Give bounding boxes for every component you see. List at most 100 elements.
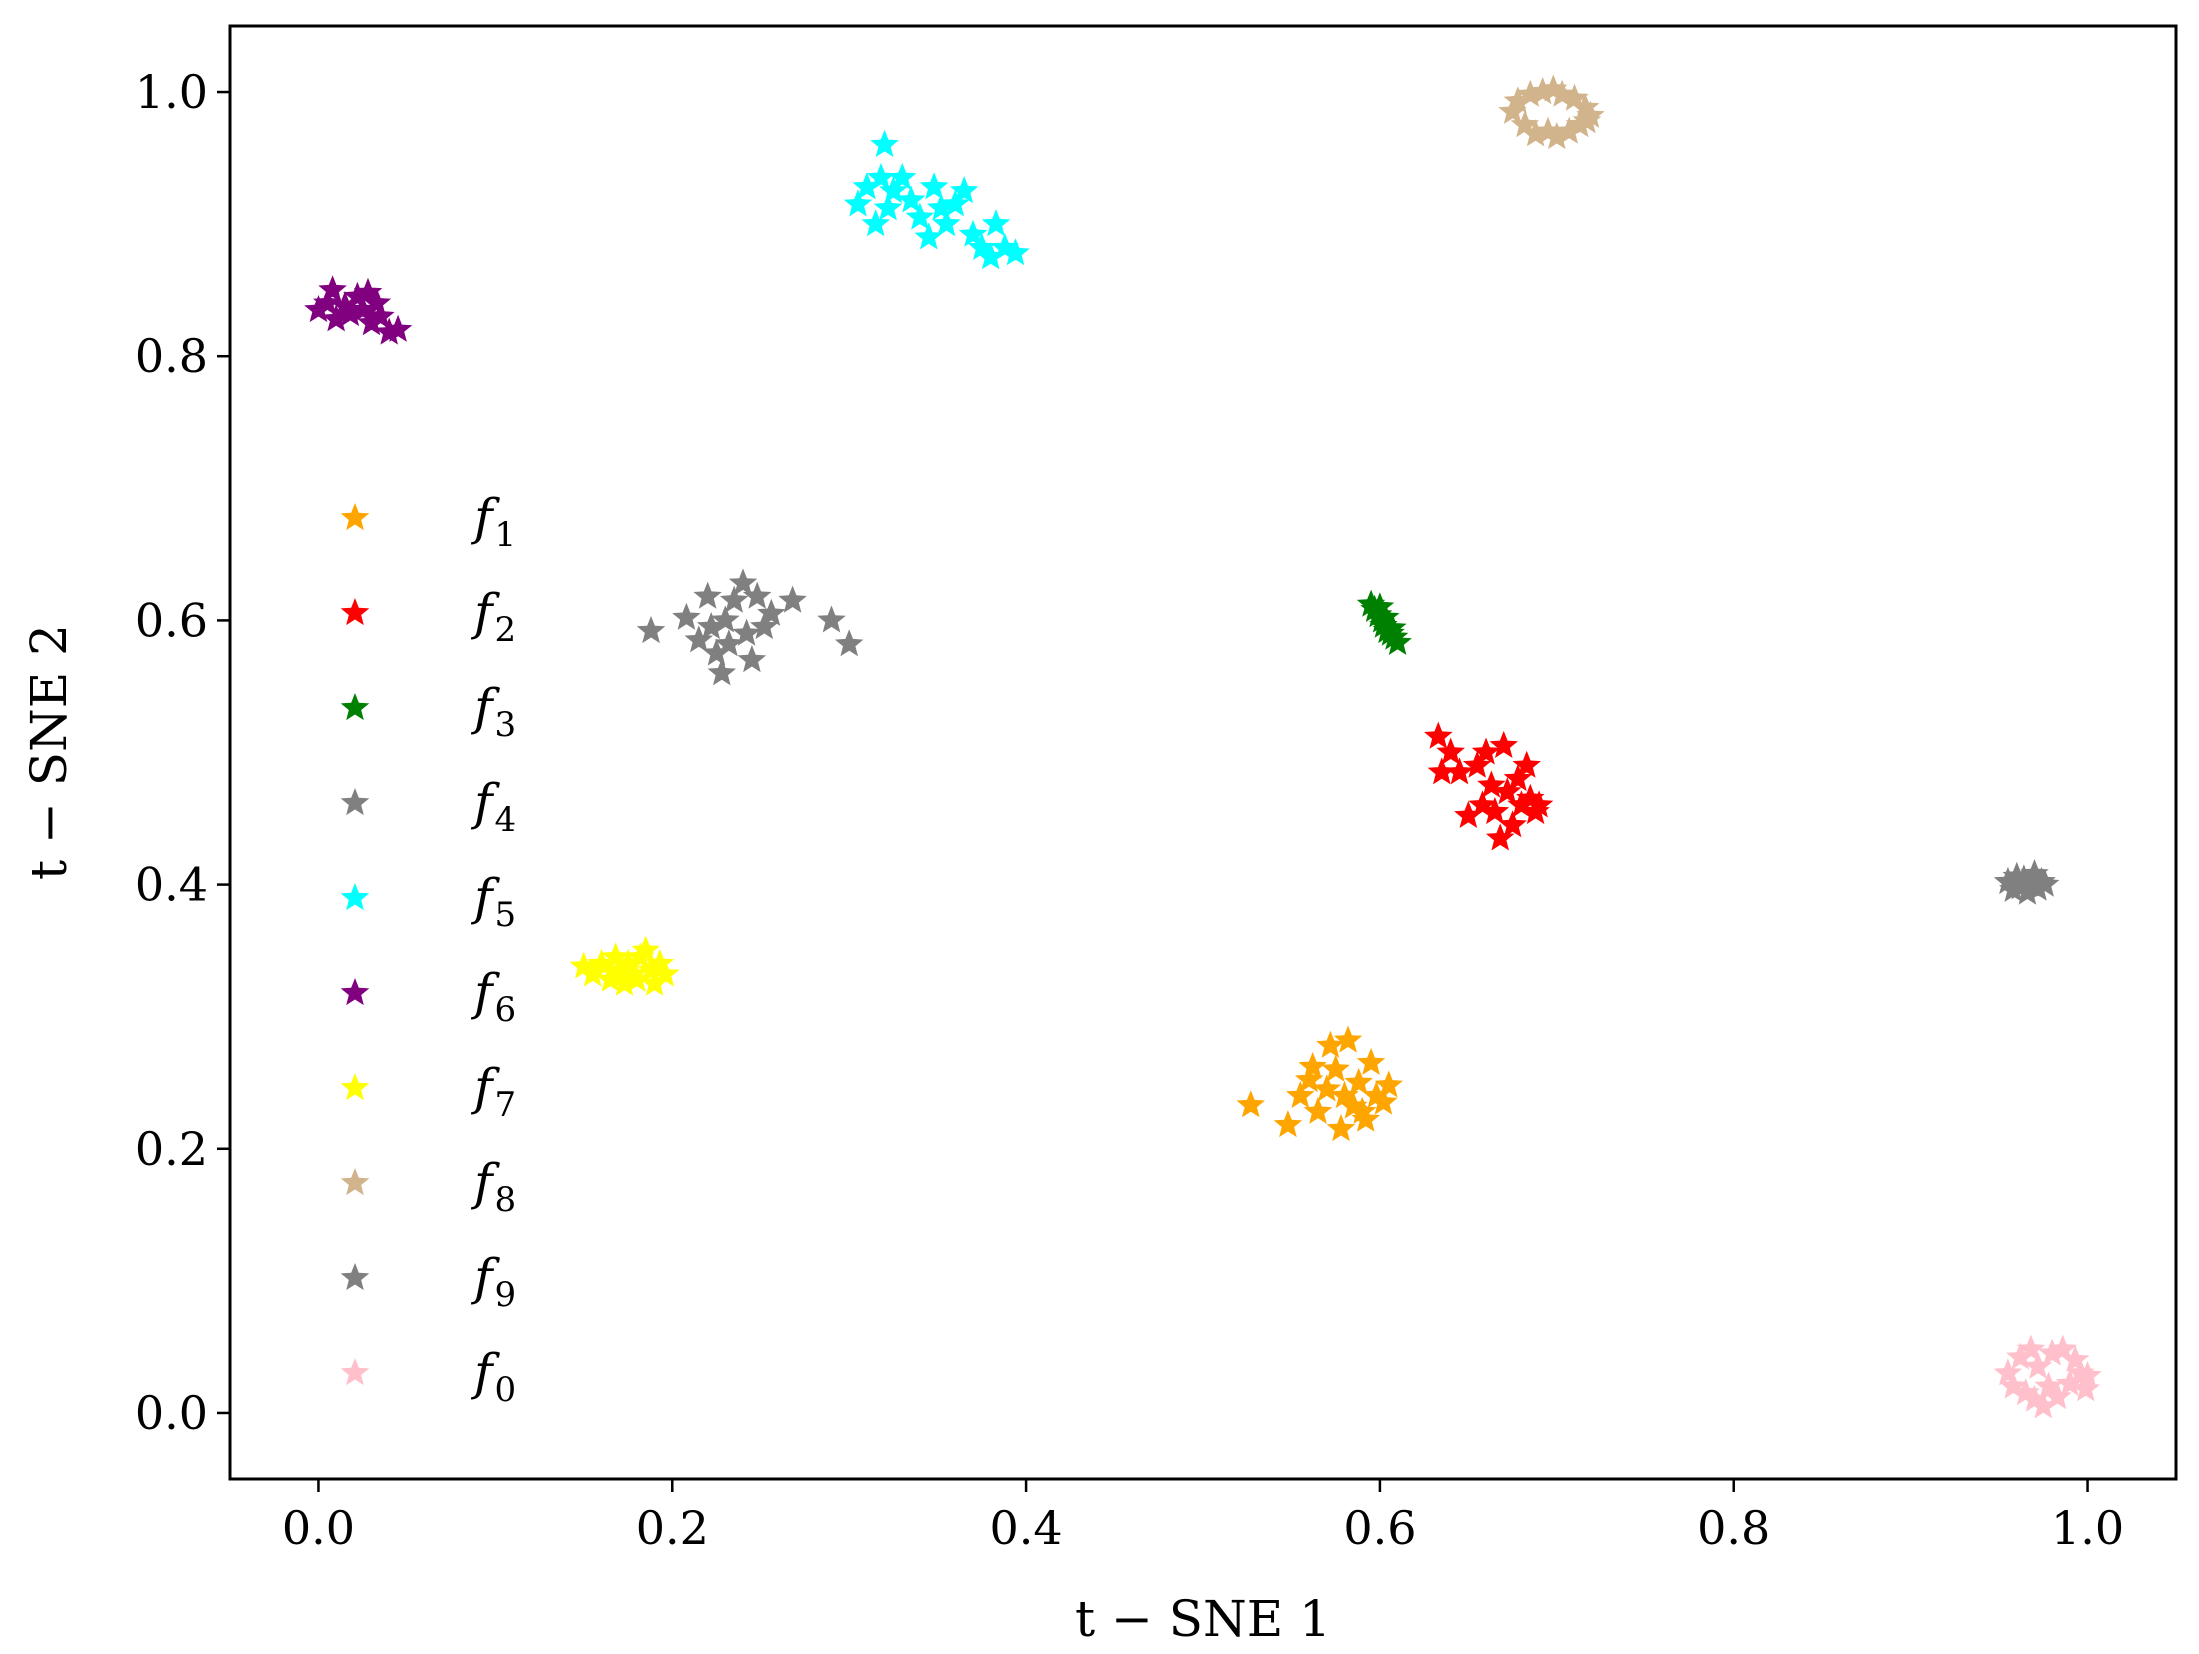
point-f1-6 (1316, 1030, 1345, 1058)
y-tick-label: 0.0 (135, 1386, 208, 1440)
point-f1-12 (1344, 1067, 1373, 1095)
point-f1-1 (1273, 1110, 1303, 1138)
legend-marker (340, 883, 370, 911)
point-f5-9 (905, 202, 935, 230)
point-f2-9 (1480, 796, 1510, 825)
point-f2-0 (1424, 721, 1453, 749)
point-f8-7 (1539, 74, 1568, 102)
legend-item-f0: f0 (340, 1343, 516, 1410)
y-axis-label: t − SNE 2 (20, 624, 78, 880)
point-f8-2 (1510, 110, 1540, 138)
point-f0-15 (2071, 1374, 2100, 1402)
point-f4-6 (707, 658, 737, 686)
point-f2-1 (1427, 757, 1457, 785)
point-f5-12 (926, 193, 956, 221)
point-f8-10 (1554, 116, 1584, 144)
point-f2-14 (1503, 763, 1533, 792)
x-axis-ticks: 0.0 0.2 0.4 0.6 0.8 1.0 (282, 1479, 2124, 1555)
point-f7-5 (604, 955, 634, 983)
point-f0-11 (2048, 1334, 2077, 1362)
point-f3-11 (1378, 613, 1407, 641)
point-f6-7 (348, 295, 377, 323)
point-f8-8 (1542, 122, 1572, 150)
point-f2-6 (1468, 790, 1497, 818)
point-f0-9 (2037, 1338, 2067, 1366)
point-f7-13 (640, 968, 669, 996)
point-f0-2 (2006, 1342, 2035, 1370)
legend-marker (340, 1358, 370, 1386)
point-f4-13 (742, 581, 772, 609)
legend-label: f4 (470, 773, 516, 840)
legend-marker (340, 978, 370, 1006)
point-f7-6 (610, 968, 639, 996)
point-f7-8 (619, 959, 648, 987)
point-f5-5 (873, 193, 903, 221)
point-f9-0 (1993, 866, 2023, 895)
y-tick-label: 0.6 (135, 593, 208, 647)
point-f1-3 (1294, 1065, 1324, 1093)
point-f5-3 (866, 162, 896, 190)
point-f7-11 (631, 935, 660, 963)
point-f6-13 (383, 314, 413, 342)
point-f5-0 (843, 189, 873, 217)
y-tick-label: 0.2 (135, 1122, 208, 1176)
point-f5-19 (981, 209, 1011, 237)
point-f0-1 (1999, 1371, 2028, 1399)
point-f4-5 (702, 638, 731, 666)
legend-item-f8: f8 (340, 1153, 516, 1220)
x-tick-label: 0.2 (636, 1501, 709, 1555)
legend-label: f2 (470, 583, 516, 650)
legend-marker (340, 788, 370, 816)
point-f8-14 (1576, 100, 1605, 128)
point-f4-17 (817, 605, 846, 633)
legend-label: f1 (470, 488, 516, 555)
point-f0-12 (2055, 1368, 2085, 1396)
point-f1-4 (1303, 1096, 1333, 1124)
point-f2-12 (1493, 777, 1522, 805)
point-f0-7 (2029, 1391, 2058, 1419)
point-f2-17 (1516, 783, 1545, 811)
point-f5-6 (879, 176, 908, 204)
point-f2-2 (1436, 737, 1465, 765)
point-f1-18 (1298, 1051, 1327, 1079)
point-f7-15 (650, 959, 680, 987)
point-f7-14 (645, 948, 675, 976)
point-f2-4 (1454, 800, 1483, 828)
point-f6-11 (366, 301, 395, 329)
point-f0-10 (2043, 1382, 2072, 1410)
legend-label: f5 (470, 868, 516, 935)
y-tick-label: 0.8 (135, 329, 208, 383)
legend-marker (340, 598, 370, 626)
point-f1-14 (1356, 1047, 1386, 1075)
legend-item-f4: f4 (340, 773, 516, 840)
y-tick-label: 1.0 (135, 65, 208, 119)
data-points (304, 74, 2102, 1419)
point-f5-17 (967, 232, 997, 260)
legend-label: f0 (470, 1343, 516, 1410)
point-f1-8 (1326, 1114, 1356, 1142)
point-f4-11 (732, 618, 761, 646)
point-f1-7 (1321, 1054, 1350, 1082)
point-f7-4 (601, 942, 630, 970)
point-f9-4 (2009, 864, 2039, 892)
point-f8-9 (1547, 79, 1577, 107)
point-f2-5 (1462, 750, 1492, 778)
point-f5-10 (914, 222, 944, 250)
point-f5-21 (1001, 238, 1030, 266)
point-f3-10 (1371, 602, 1400, 630)
point-f6-0 (304, 295, 333, 323)
legend-label: f7 (470, 1058, 516, 1125)
point-f0-6 (2023, 1351, 2053, 1379)
point-f2-11 (1489, 730, 1518, 758)
point-f4-3 (693, 581, 722, 609)
point-f4-10 (728, 568, 758, 596)
point-f5-4 (870, 129, 899, 157)
point-f7-1 (578, 959, 607, 987)
point-f3-8 (1383, 627, 1412, 655)
point-f9-6 (2016, 869, 2046, 897)
point-f9-10 (2030, 869, 2060, 897)
point-f4-16 (778, 585, 807, 613)
point-f6-5 (336, 299, 365, 327)
legend-item-f3: f3 (340, 678, 516, 745)
